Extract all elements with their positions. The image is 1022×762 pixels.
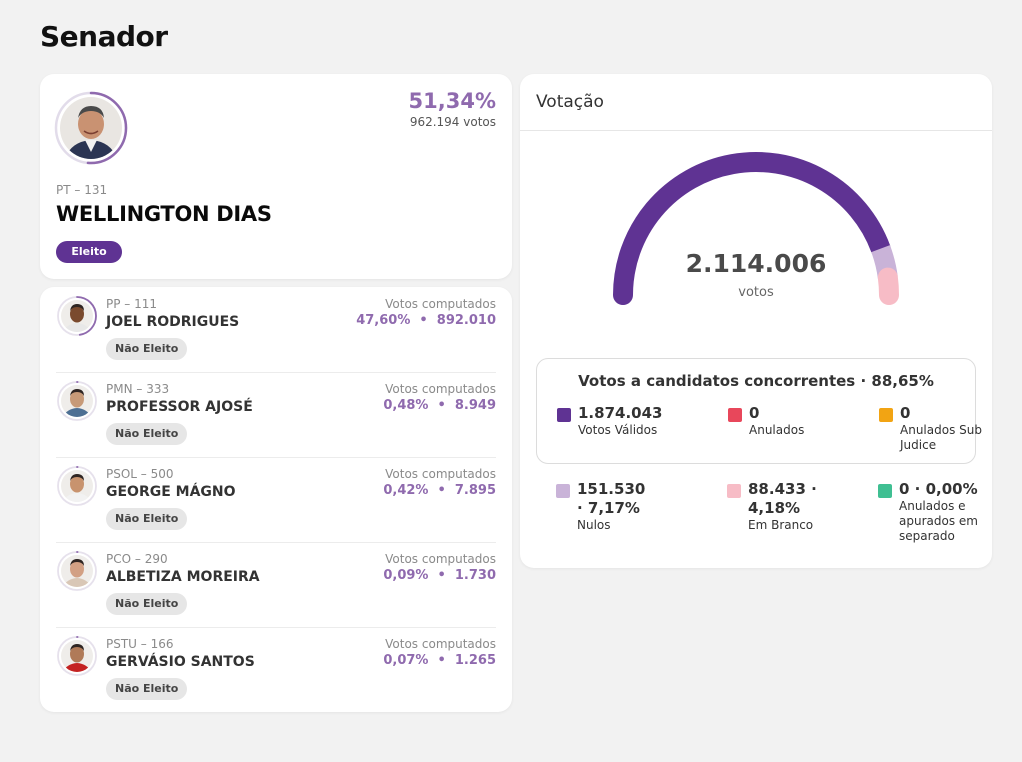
candidate-result: 0,09% • 1.730: [383, 568, 496, 583]
candidate-votes-box: Votos a candidatos concorrentes · 88,65%…: [536, 358, 982, 464]
candidate-avatar: [57, 466, 97, 506]
winner-name: WELLINGTON DIAS: [56, 202, 272, 226]
candidate-percentage: 0,09%: [383, 568, 429, 583]
stat-label: Nulos: [577, 518, 611, 532]
total-votes: 2.114.006: [685, 249, 827, 278]
stat-label: Anulados: [749, 423, 805, 437]
stat-value: 151.530 · 7,17%: [577, 480, 646, 517]
stat-value: 88.433 · 4,18%: [748, 480, 817, 517]
candidate-name: PROFESSOR AJOSÉ: [106, 399, 253, 415]
candidate-votes: 7.895: [454, 483, 496, 498]
candidate-votes: 892.010: [436, 313, 496, 328]
total-votes-unit: votos: [738, 285, 774, 300]
candidate-party: PP – 111: [106, 297, 158, 311]
divider: [56, 457, 496, 458]
divider: [56, 542, 496, 543]
not-elected-badge: Não Eleito: [106, 678, 188, 700]
candidate-name: JOEL RODRIGUES: [106, 314, 240, 330]
votacao-card: Votação 2.114.006 votos Votos a candidat…: [520, 74, 992, 568]
divider: [56, 627, 496, 628]
candidate-row[interactable]: PP – 111 JOEL RODRIGUES Não Eleito Votos…: [40, 287, 512, 372]
legend-swatch: [557, 408, 571, 422]
votes-computed-label: Votos computados: [385, 297, 496, 311]
legend-swatch: [878, 484, 892, 498]
stat-label: Votos Válidos: [578, 423, 658, 437]
stat-label: Anulados e apurados em separado: [899, 499, 978, 543]
candidate-avatar: [57, 381, 97, 421]
legend-swatch: [879, 408, 893, 422]
bullet-separator: •: [432, 398, 455, 413]
stat-value: 0: [749, 404, 760, 422]
candidate-party: PMN – 333: [106, 382, 170, 396]
candidate-name: ALBETIZA MOREIRA: [106, 569, 260, 585]
candidate-row[interactable]: PCO – 290 ALBETIZA MOREIRA Não Eleito Vo…: [40, 542, 512, 627]
candidate-result: 0,48% • 8.949: [383, 398, 496, 413]
stat-value: 1.874.043: [578, 404, 663, 422]
candidate-list: PP – 111 JOEL RODRIGUES Não Eleito Votos…: [40, 287, 512, 712]
not-elected-badge: Não Eleito: [106, 508, 188, 530]
stat-label: Anulados Sub Judice: [900, 423, 982, 452]
candidate-row[interactable]: PMN – 333 PROFESSOR AJOSÉ Não Eleito Vot…: [40, 372, 512, 457]
winner-percentage: 51,34%: [408, 89, 496, 113]
candidate-name: GEORGE MÁGNO: [106, 484, 236, 500]
candidate-percentage: 0,48%: [383, 398, 429, 413]
candidate-result: 47,60% • 892.010: [356, 313, 496, 328]
candidate-row[interactable]: PSOL – 500 GEORGE MÁGNO Não Eleito Votos…: [40, 457, 512, 542]
stat-value: 0: [900, 404, 911, 422]
bullet-separator: •: [432, 568, 455, 583]
stat-value: 0 · 0,00%: [899, 480, 978, 498]
winner-party: PT – 131: [56, 183, 108, 197]
candidate-percentage: 47,60%: [356, 313, 411, 328]
not-elected-badge: Não Eleito: [106, 338, 188, 360]
gauge-blank-segment: [877, 267, 899, 305]
candidate-avatar: [57, 551, 97, 591]
winner-card[interactable]: 51,34% 962.194 votos PT – 131 WELLINGTON…: [40, 74, 512, 279]
candidate-votes: 1.265: [454, 653, 496, 668]
legend-swatch: [556, 484, 570, 498]
page-title: Senador: [40, 20, 168, 53]
bullet-separator: •: [432, 483, 455, 498]
candidate-votes: 1.730: [454, 568, 496, 583]
candidate-votes: 8.949: [454, 398, 496, 413]
candidate-avatar: [57, 636, 97, 676]
divider: [56, 372, 496, 373]
candidate-party: PSTU – 166: [106, 637, 174, 651]
votes-computed-label: Votos computados: [385, 382, 496, 396]
bullet-separator: •: [432, 653, 455, 668]
votes-computed-label: Votos computados: [385, 552, 496, 566]
candidate-percentage: 0,07%: [383, 653, 429, 668]
candidate-votes-title: Votos a candidatos concorrentes · 88,65%: [578, 372, 934, 390]
legend-swatch: [727, 484, 741, 498]
stat-label: Em Branco: [748, 518, 814, 532]
divider: [520, 130, 992, 131]
votes-computed-label: Votos computados: [385, 637, 496, 651]
candidate-result: 0,42% • 7.895: [383, 483, 496, 498]
not-elected-badge: Não Eleito: [106, 423, 188, 445]
votacao-title: Votação: [536, 92, 604, 112]
candidate-row[interactable]: PSTU – 166 GERVÁSIO SANTOS Não Eleito Vo…: [40, 627, 512, 712]
winner-votes: 962.194 votos: [409, 115, 496, 129]
candidate-name: GERVÁSIO SANTOS: [106, 654, 255, 670]
candidate-avatar: [57, 296, 97, 336]
candidate-result: 0,07% • 1.265: [383, 653, 496, 668]
candidate-percentage: 0,42%: [383, 483, 429, 498]
candidate-party: PSOL – 500: [106, 467, 174, 481]
gauge-valid-segment: [613, 152, 891, 305]
votes-computed-label: Votos computados: [385, 467, 496, 481]
bullet-separator: •: [414, 313, 437, 328]
winner-avatar: [54, 91, 128, 165]
votes-gauge: [613, 152, 899, 305]
legend-swatch: [728, 408, 742, 422]
elected-badge: Eleito: [56, 241, 122, 263]
candidate-party: PCO – 290: [106, 552, 168, 566]
not-elected-badge: Não Eleito: [106, 593, 188, 615]
